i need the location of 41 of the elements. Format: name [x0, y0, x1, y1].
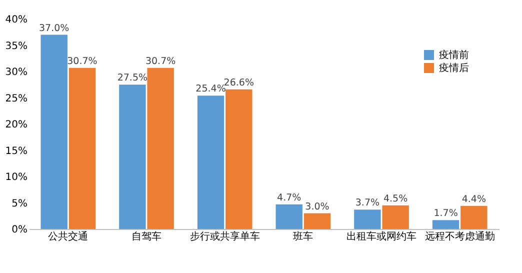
data-label: 37.0%	[39, 22, 70, 34]
y-tick-label: 0%	[12, 224, 28, 236]
legend-label: 疫情前	[439, 49, 469, 61]
bar	[304, 213, 331, 229]
data-label: 1.7%	[434, 208, 458, 220]
bar	[226, 89, 252, 229]
x-tick-label: 远程不考虑通勤	[424, 230, 495, 242]
bar	[119, 84, 146, 229]
bar	[460, 206, 488, 229]
x-tick-label: 自驾车	[132, 230, 162, 242]
x-tick-label: 班车	[293, 230, 314, 242]
y-tick-label: 20%	[5, 120, 28, 130]
y-tick-label: 5%	[12, 198, 28, 210]
x-tick-label: 出租车或网约车	[346, 230, 416, 242]
legend-label: 疫情后	[439, 62, 469, 74]
data-label: 30.7%	[67, 56, 98, 67]
data-label: 27.5%	[117, 72, 148, 84]
y-tick-label: 35%	[5, 40, 28, 52]
bar	[147, 68, 174, 229]
data-label: 3.0%	[305, 201, 330, 212]
data-label: 4.4%	[462, 194, 486, 205]
bar	[197, 96, 224, 229]
bar	[354, 210, 381, 229]
y-tick-label: 15%	[5, 146, 28, 157]
bar	[432, 220, 460, 229]
data-label: 25.4%	[196, 84, 226, 95]
x-tick-label: 步行或共享单车	[190, 230, 260, 242]
bar	[382, 205, 409, 229]
y-tick-label: 30%	[5, 67, 28, 78]
y-tick-label: 25%	[5, 93, 28, 104]
data-label: 26.6%	[224, 77, 254, 88]
bar	[40, 34, 68, 229]
bar	[68, 68, 96, 229]
data-label: 4.5%	[383, 193, 408, 204]
y-tick-label: 10%	[5, 172, 28, 183]
data-label: 4.7%	[277, 192, 302, 204]
data-label: 3.7%	[355, 198, 380, 209]
x-tick-label: 公共交通	[48, 230, 88, 242]
data-label: 30.7%	[145, 56, 176, 67]
bar	[276, 204, 302, 229]
y-tick-label: 40%	[5, 14, 28, 26]
